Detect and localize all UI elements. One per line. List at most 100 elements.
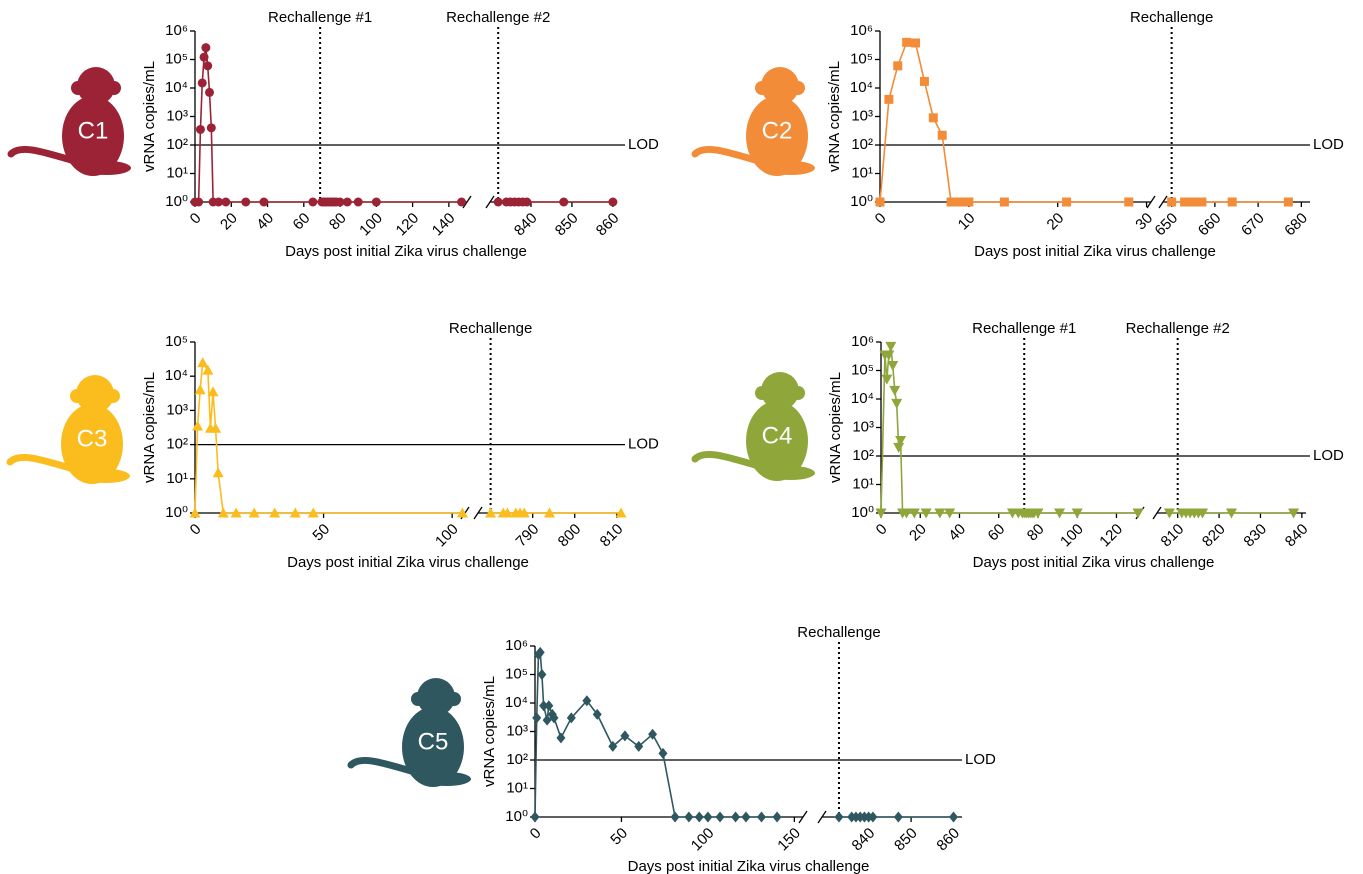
- y-tick-label: 10⁶: [505, 637, 528, 654]
- data-point: [881, 375, 892, 385]
- y-tick-label: 10³: [852, 418, 874, 435]
- data-point: [1167, 198, 1176, 207]
- y-tick-label: 10²: [852, 447, 874, 464]
- y-tick-label: 10³: [166, 107, 188, 124]
- data-point: [197, 357, 208, 367]
- y-axis-title: vRNA copies/mL: [827, 372, 844, 483]
- data-point: [532, 712, 541, 723]
- figure: C1 10⁰ 10¹ 10² 10³ 10⁴ 10⁵ 10⁶ vRNA copies/mL 0 20…: [0, 0, 1363, 874]
- x-tick-label: 0: [527, 825, 545, 843]
- data-point: [1197, 198, 1206, 207]
- data-point: [1284, 198, 1293, 207]
- data-point: [1062, 198, 1071, 207]
- data-point: [920, 77, 929, 86]
- y-tick-label: 10²: [166, 136, 188, 153]
- data-point: [716, 812, 725, 823]
- lod-label: LOD: [628, 436, 659, 453]
- y-tick-label: 10⁴: [505, 694, 528, 711]
- y-tick-label: 10⁵: [165, 50, 188, 67]
- data-point: [889, 386, 900, 396]
- monkey-head: [76, 375, 114, 413]
- x-tick-label: 100: [432, 521, 462, 551]
- monkey-head: [761, 67, 799, 105]
- y-tick-label: 10⁶: [850, 22, 873, 39]
- monkey-icon: C3: [10, 375, 130, 484]
- x-tick-label: 100: [356, 210, 386, 240]
- data-point: [731, 812, 740, 823]
- x-tick-label: 150: [774, 825, 804, 855]
- lod-label: LOD: [965, 751, 996, 768]
- data-point: [194, 198, 203, 207]
- data-point: [947, 198, 956, 207]
- x-tick-label: 850: [552, 210, 582, 240]
- data-point: [354, 198, 363, 207]
- rechallenge-label: Rechallenge #1: [972, 320, 1076, 337]
- data-point: [834, 812, 843, 823]
- x-tick-label: 50: [607, 825, 631, 849]
- x-tick-label: 810: [597, 521, 627, 551]
- x-tick-label: 0: [187, 210, 205, 228]
- data-point: [894, 812, 903, 823]
- x-tick-label: 800: [555, 521, 585, 551]
- x-tick-label: 810: [1158, 521, 1188, 551]
- y-tick-label: 10²: [851, 136, 873, 153]
- y-tick-label: 10⁶: [851, 333, 874, 350]
- x-tick-label: 60: [290, 210, 314, 234]
- monkey-label: C5: [418, 728, 449, 755]
- monkey-icon: C2: [695, 67, 815, 176]
- rechallenge-label: Rechallenge #1: [268, 9, 372, 26]
- data-point: [929, 113, 938, 122]
- monkey-feet: [767, 161, 815, 175]
- x-tick-label: 100: [688, 825, 718, 855]
- x-axis-title: Days post initial Zika virus challenge: [974, 243, 1216, 260]
- x-tick-label: 30: [1132, 210, 1156, 234]
- rechallenge-label: Rechallenge #2: [446, 9, 550, 26]
- x-tick-label: 820: [1199, 521, 1229, 551]
- data-point: [457, 198, 466, 207]
- x-tick-label: 120: [393, 210, 423, 240]
- x-tick-label: 790: [513, 521, 543, 551]
- y-axis-title: vRNA copies/mL: [141, 372, 158, 483]
- y-tick-label: 10⁰: [165, 193, 188, 210]
- data-point: [531, 812, 540, 823]
- data-point: [911, 38, 920, 47]
- data-line: [880, 42, 1129, 202]
- x-tick-label: 20: [1044, 210, 1068, 234]
- x-tick-label: 80: [326, 210, 350, 234]
- data-point: [203, 61, 212, 70]
- monkey-icon: C1: [11, 67, 131, 176]
- data-point: [1124, 198, 1133, 207]
- y-tick-label: 10³: [851, 107, 873, 124]
- y-axis-title: vRNA copies/mL: [481, 676, 498, 787]
- data-point: [198, 78, 207, 87]
- monkey-head: [761, 372, 799, 410]
- data-point: [608, 198, 617, 207]
- monkey-head: [77, 67, 115, 105]
- data-point: [201, 43, 210, 52]
- data-point: [902, 38, 911, 47]
- x-tick-label: 120: [1096, 521, 1126, 551]
- monkey-feet: [83, 161, 131, 175]
- x-axis-title: Days post initial Zika virus challenge: [973, 554, 1215, 571]
- data-point: [196, 125, 205, 134]
- data-point: [885, 342, 896, 352]
- data-point: [648, 729, 657, 740]
- monkey-head: [417, 678, 455, 716]
- data-point: [773, 812, 782, 823]
- x-tick-label: 10: [955, 210, 979, 234]
- y-tick-label: 10³: [166, 401, 188, 418]
- y-axis-title: vRNA copies/mL: [826, 61, 843, 172]
- x-axis-title: Days post initial Zika virus challenge: [285, 243, 527, 260]
- y-tick-label: 10⁰: [851, 504, 874, 521]
- x-axis-title: Days post initial Zika virus challenge: [628, 858, 870, 874]
- y-tick-label: 10⁵: [851, 361, 874, 378]
- data-point: [195, 384, 206, 394]
- x-tick-label: 830: [1240, 521, 1270, 551]
- data-point: [200, 53, 209, 62]
- data-line: [195, 363, 462, 513]
- data-point: [757, 812, 766, 823]
- y-tick-label: 10¹: [851, 164, 873, 181]
- rechallenge-label: Rechallenge: [797, 624, 880, 641]
- x-tick-label: 100: [1057, 521, 1087, 551]
- x-tick-label: 680: [1281, 210, 1311, 240]
